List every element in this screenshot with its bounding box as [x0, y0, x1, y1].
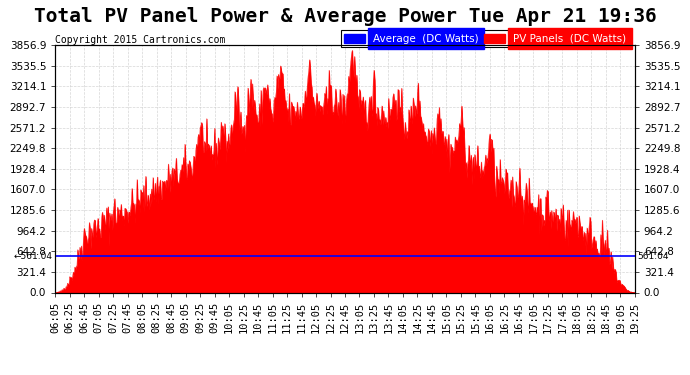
Text: Copyright 2015 Cartronics.com: Copyright 2015 Cartronics.com: [55, 35, 226, 45]
Text: Total PV Panel Power & Average Power Tue Apr 21 19:36: Total PV Panel Power & Average Power Tue…: [34, 8, 656, 27]
Legend: Average  (DC Watts), PV Panels  (DC Watts): Average (DC Watts), PV Panels (DC Watts): [341, 30, 629, 47]
Text: 561.04: 561.04: [638, 252, 669, 261]
Text: ←561.04: ←561.04: [13, 252, 52, 261]
